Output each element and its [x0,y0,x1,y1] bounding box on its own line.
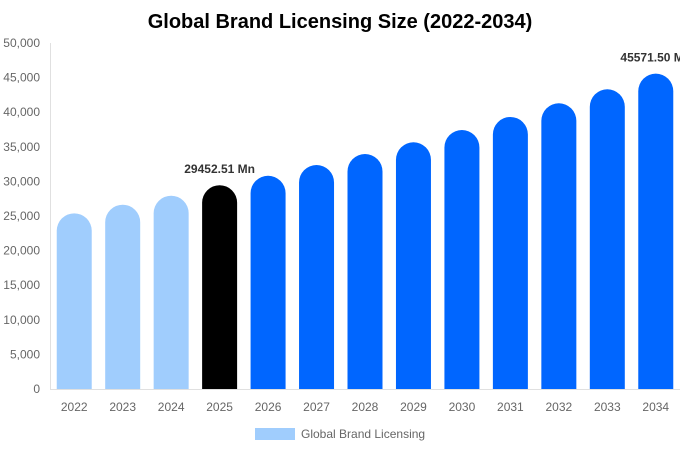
x-tick-label: 2022 [61,400,88,414]
y-tick-label: 45,000 [3,71,40,85]
y-tick-label: 15,000 [3,278,40,292]
bar-2028[interactable] [347,153,383,389]
bar-2030[interactable] [444,129,480,389]
y-tick-label: 40,000 [3,105,40,119]
x-tick-label: 2026 [255,400,282,414]
bar-2031[interactable] [492,116,528,389]
bar-2023[interactable] [105,204,141,389]
x-tick-label: 2032 [545,400,572,414]
bar-2024[interactable] [153,195,189,389]
x-tick-label: 2023 [109,400,136,414]
x-tick-label: 2027 [303,400,330,414]
data-label: 29452.51 Mn [184,162,255,176]
x-tick-label: 2028 [352,400,379,414]
legend[interactable]: Global Brand Licensing [255,427,425,441]
bar-2022[interactable] [56,213,92,389]
bar-2034[interactable] [638,73,674,390]
y-tick-label: 35,000 [3,140,40,154]
y-tick-label: 30,000 [3,174,40,188]
y-tick-label: 10,000 [3,313,40,327]
legend-label: Global Brand Licensing [301,427,425,441]
chart-title: Global Brand Licensing Size (2022-2034) [148,11,533,33]
y-tick-label: 50,000 [3,36,40,50]
data-label: 45571.50 Mn [620,51,680,65]
x-tick-label: 2029 [400,400,427,414]
x-tick-label: 2031 [497,400,524,414]
bar-2032[interactable] [541,103,577,389]
bar-2029[interactable] [395,142,431,389]
y-tick-label: 25,000 [3,209,40,223]
y-tick-label: 0 [33,382,40,396]
x-tick-label: 2025 [206,400,233,414]
y-tick-label: 5,000 [10,347,40,361]
bar-2027[interactable] [299,164,335,389]
x-tick-label: 2033 [594,400,621,414]
bar-2025[interactable] [202,185,238,389]
bar-2026[interactable] [250,175,286,389]
x-tick-label: 2024 [158,400,185,414]
y-tick-label: 20,000 [3,244,40,258]
bar-2033[interactable] [589,89,625,389]
x-tick-label: 2030 [449,400,476,414]
legend-swatch [255,428,295,440]
x-tick-label: 2034 [642,400,669,414]
